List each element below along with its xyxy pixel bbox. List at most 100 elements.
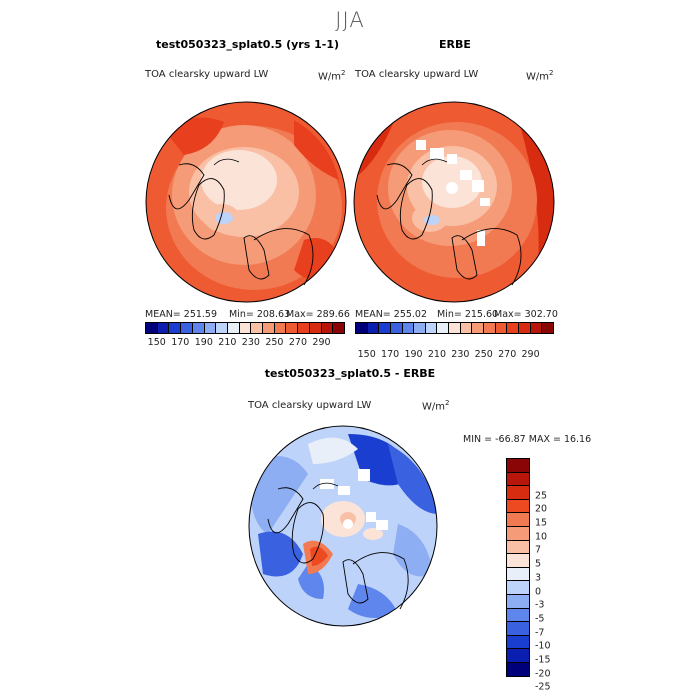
colorbar-swatch	[472, 323, 485, 333]
colorbar-tick-label: -5	[535, 613, 545, 625]
panel-2-title: ERBE	[439, 38, 471, 51]
colorbar-swatch	[507, 581, 529, 595]
colorbar-swatch	[530, 323, 543, 333]
diff-panel-subtitle: TOA clearsky upward LW	[248, 400, 372, 411]
colorbar-tick-label: -3	[535, 599, 545, 611]
colorbar-swatch	[507, 499, 529, 514]
colorbar-swatch	[192, 323, 205, 333]
colorbar-swatch	[507, 472, 529, 487]
colorbar-swatch	[518, 323, 531, 333]
colorbar-tick-label: 10	[535, 531, 548, 543]
colorbar-diff	[506, 458, 530, 677]
colorbar-swatch	[507, 540, 529, 555]
colorbar-swatch	[204, 323, 217, 333]
colorbar-swatch	[286, 323, 299, 333]
colorbar-tick-label: -10	[535, 640, 551, 652]
panel-1-polar-map	[145, 101, 347, 303]
diff-panel-units: W/m2	[422, 399, 450, 413]
colorbar-swatch	[507, 622, 529, 636]
colorbar-tick-label: -15	[535, 654, 551, 666]
colorbar-swatch	[484, 323, 496, 333]
colorbar-tick-label: 210	[427, 349, 447, 360]
colorbar-swatch	[333, 323, 344, 333]
diff-panel-title: test050323_splat0.5 - ERBE	[264, 367, 436, 380]
colorbar-swatch	[251, 323, 264, 333]
colorbar-tick-label: 25	[535, 490, 548, 502]
colorbar-swatch	[157, 323, 170, 333]
colorbar-swatch	[507, 649, 529, 663]
colorbar-swatch	[542, 323, 553, 333]
colorbar-tick-label: 250	[474, 349, 493, 360]
colorbar-swatch	[379, 323, 391, 333]
colorbar-swatch	[181, 323, 193, 333]
colorbar-tick-label: 3	[535, 572, 542, 584]
colorbar-tick-label: 150	[147, 337, 166, 348]
colorbar-swatch	[263, 323, 275, 333]
panel-2-units: W/m2	[526, 69, 554, 83]
colorbar-tick-label: 20	[535, 503, 548, 515]
colorbar-swatch	[507, 608, 529, 623]
colorbar-tick-label: -20	[535, 668, 551, 680]
colorbar-diff-ticks: 25 20 15 10 7 5 3 0 -3 -5 -7 -10 -15 -20 -25	[535, 482, 575, 693]
colorbar-swatch	[507, 513, 529, 527]
colorbar-tick-label: 0	[535, 586, 542, 597]
colorbar-swatch	[390, 323, 403, 333]
diff-panel-minmax: MIN = -66.87 MAX = 16.16	[463, 434, 592, 445]
panel-1-title: test050323_splat0.5 (yrs 1-1)	[155, 38, 340, 51]
colorbar-tick-label: 230	[451, 349, 470, 360]
colorbar-swatch	[367, 323, 380, 333]
colorbar-swatch	[495, 323, 508, 333]
colorbar-swatch	[507, 554, 529, 568]
colorbar-tick-label: -25	[535, 681, 551, 693]
colorbar-swatch	[507, 486, 529, 500]
diff-polar-map	[248, 425, 438, 627]
colorbar-tick-label: 270	[288, 337, 308, 348]
colorbar-swatch	[507, 662, 529, 676]
colorbar-swatch	[460, 323, 473, 333]
colorbar-swatch	[507, 459, 529, 473]
colorbar-swatch	[507, 323, 519, 333]
colorbar-1-ticks: 150 170 190 210 230 250 270 290	[145, 337, 345, 349]
panel-1-units: W/m2	[318, 69, 346, 83]
colorbar-swatch	[507, 594, 529, 609]
panel-2-max: Max= 302.70	[494, 309, 558, 320]
panel-1-mean: MEAN= 251.59	[145, 309, 218, 320]
panel-2-min: Min= 215.60	[437, 309, 499, 320]
colorbar-tick-label: 190	[404, 349, 423, 360]
colorbar-swatch	[449, 323, 461, 333]
colorbar-swatch	[216, 323, 228, 333]
colorbar-2-ticks: 150 170 190 210 230 250 270 290	[355, 349, 555, 361]
panel-2-mean: MEAN= 255.02	[355, 309, 428, 320]
colorbar-tick-label: 270	[498, 349, 517, 360]
colorbar-swatch	[309, 323, 322, 333]
panel-1-min: Min= 208.63	[229, 309, 291, 320]
colorbar-tick-label: 250	[265, 337, 284, 348]
colorbar-tick-label: 190	[194, 337, 213, 348]
colorbar-swatch	[356, 323, 368, 333]
colorbar-1	[145, 322, 345, 334]
colorbar-tick-label: 150	[357, 349, 376, 360]
colorbar-tick-label: -7	[535, 627, 545, 639]
colorbar-swatch	[414, 323, 426, 333]
colorbar-tick-label: 15	[535, 517, 548, 529]
colorbar-swatch	[437, 323, 450, 333]
colorbar-tick-label: 290	[521, 349, 540, 360]
colorbar-swatch	[507, 526, 529, 541]
colorbar-tick-label: 290	[312, 337, 331, 348]
colorbar-tick-label: 230	[241, 337, 260, 348]
panel-1-max: Max= 289.66	[286, 309, 350, 320]
colorbar-swatch	[425, 323, 438, 333]
colorbar-swatch	[274, 323, 287, 333]
colorbar-tick-label: 5	[535, 558, 542, 570]
colorbar-swatch	[227, 323, 240, 333]
colorbar-2	[355, 322, 554, 334]
colorbar-tick-label: 210	[218, 337, 237, 348]
colorbar-swatch	[146, 323, 158, 333]
colorbar-swatch	[169, 323, 182, 333]
colorbar-tick-label: 170	[381, 349, 400, 360]
colorbar-tick-label: 170	[171, 337, 190, 348]
colorbar-swatch	[298, 323, 310, 333]
panel-1-subtitle: TOA clearsky upward LW	[145, 69, 269, 80]
colorbar-swatch	[321, 323, 334, 333]
colorbar-swatch	[402, 323, 415, 333]
